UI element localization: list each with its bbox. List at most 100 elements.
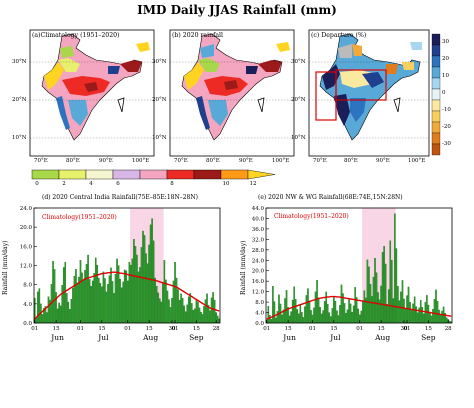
lon-label: 70°E <box>174 158 188 164</box>
chart-e-bar <box>301 312 303 324</box>
chart-e-bar <box>389 240 392 324</box>
chart-e-bar <box>322 310 324 324</box>
chart-d-bar <box>198 307 201 324</box>
chart-e-frame <box>265 207 453 324</box>
lat-label: 10°N <box>291 135 306 141</box>
chart-e-bar <box>441 310 443 324</box>
chart-d-ytick-label: 24.0 <box>20 206 33 212</box>
chart-d-xtick-label: 01 <box>77 326 84 332</box>
chart-e-month-label: Aug <box>374 333 390 342</box>
chart-e-ytick-label: 8.0 <box>255 300 264 306</box>
chart-e-bar <box>285 290 288 324</box>
chart-d-bar <box>61 285 63 324</box>
chart-d-bar <box>75 269 77 324</box>
chart-e-bar <box>355 297 358 324</box>
chart-d-bar <box>107 284 109 324</box>
chart-d-bar <box>200 311 202 324</box>
chart-d-xtick-label: 15 <box>98 326 105 332</box>
chart-d-bar <box>64 262 67 324</box>
chart-e-bar <box>433 299 436 324</box>
map-b-india <box>181 33 290 141</box>
chart-d-ytick-label: 20.0 <box>20 225 33 231</box>
chart-e-bar <box>357 308 360 324</box>
chart-d-bar <box>105 291 108 324</box>
chart-e-xtick-label: 01 <box>309 326 316 332</box>
chart-d-bar <box>162 283 164 324</box>
lat-label: 10°N <box>12 135 27 141</box>
chart-d-month-label: Jul <box>97 333 109 342</box>
chart-e-bar <box>401 280 404 324</box>
chart-e-bar <box>276 311 279 324</box>
chart-d-bar <box>133 239 135 324</box>
chart-d-bar <box>69 309 71 324</box>
chart-d-bar <box>192 309 195 324</box>
colorbar-label: 10 <box>442 73 449 79</box>
chart-d-bar <box>157 292 160 324</box>
chart-d-bar <box>177 289 179 324</box>
chart-d-bar <box>37 291 39 324</box>
chart-d-bar <box>114 274 117 324</box>
chart-e-bar <box>313 307 315 324</box>
chart-e-bar <box>333 296 335 324</box>
chart-e-bar <box>336 310 338 324</box>
chart-d-bar <box>65 293 68 324</box>
chart-e-ytick-label: 40.0 <box>252 216 265 222</box>
colorbar-label: 20 <box>442 56 449 62</box>
chart-e-bar <box>429 311 431 324</box>
lon-label: 100°E <box>272 158 290 164</box>
colorbar-label: 2 <box>62 181 66 187</box>
chart-d-bar <box>186 304 189 324</box>
chart-d-bar <box>82 280 85 324</box>
chart-d-bar <box>96 264 99 324</box>
chart-e-climatology-line <box>266 295 452 320</box>
chart-d-xtick-label: 01 <box>31 326 38 332</box>
chart-d-bar <box>158 298 161 324</box>
chart-e-bar <box>293 286 295 324</box>
chart-d-xtick-label: 15 <box>53 326 60 332</box>
figure-title: IMD Daily JJAS Rainfall (mm) <box>137 3 337 17</box>
chart-e-bar <box>352 305 355 324</box>
colorbar-label: 0 <box>442 90 446 96</box>
chart-d-bar <box>209 310 211 324</box>
chart-e-bar <box>404 308 407 324</box>
chart-d-bar <box>58 302 60 324</box>
chart-e-xtick-label: 15 <box>425 326 432 332</box>
chart-d-legend-climatology: Climatology(1951–2020) <box>42 214 117 221</box>
chart-d-bar <box>216 315 219 324</box>
chart-d-bar <box>126 280 129 324</box>
chart-d-month-label: Jun <box>50 333 64 342</box>
chart-e-bar <box>294 299 297 324</box>
chart-d-bar <box>187 296 190 324</box>
chart-e-xtick-label: 01 <box>356 326 363 332</box>
chart-d-bar <box>212 292 214 324</box>
chart-d-bar <box>184 311 187 324</box>
chart-e-ytick-label: 28.0 <box>252 248 265 254</box>
chart-d-bar <box>116 258 118 324</box>
chart-d-bar <box>183 305 185 324</box>
chart-e-bar <box>392 298 395 324</box>
chart-e-xtick-label: 01 <box>263 326 270 332</box>
chart-e-bar <box>281 314 283 324</box>
chart-d-bar <box>213 299 216 324</box>
chart-d-bar <box>160 301 163 324</box>
lat-label: 20°N <box>12 97 27 103</box>
chart-e-bar <box>323 301 326 324</box>
chart-d-bar <box>119 278 121 324</box>
chart-e-xtick-label: 15 <box>378 326 385 332</box>
chart-d-bar <box>93 273 96 324</box>
lat-label: 20°N <box>291 97 306 103</box>
chart-d-bar <box>175 277 178 324</box>
chart-d-xtick-label: 28 <box>213 326 220 332</box>
chart-d-bar <box>201 314 204 324</box>
colorbar-label: 6 <box>116 181 120 187</box>
lon-label: 80°E <box>66 158 80 164</box>
chart-d-bar <box>108 275 111 324</box>
chart-e-bar <box>343 303 346 324</box>
chart-d-bar <box>134 246 137 324</box>
chart-e-bar <box>348 299 350 324</box>
chart-d-bar <box>148 244 150 324</box>
chart-e-bar <box>397 286 399 324</box>
lat-label: 20°N <box>152 97 167 103</box>
chart-d-bar <box>70 298 73 324</box>
lon-label: 100°E <box>408 158 426 164</box>
